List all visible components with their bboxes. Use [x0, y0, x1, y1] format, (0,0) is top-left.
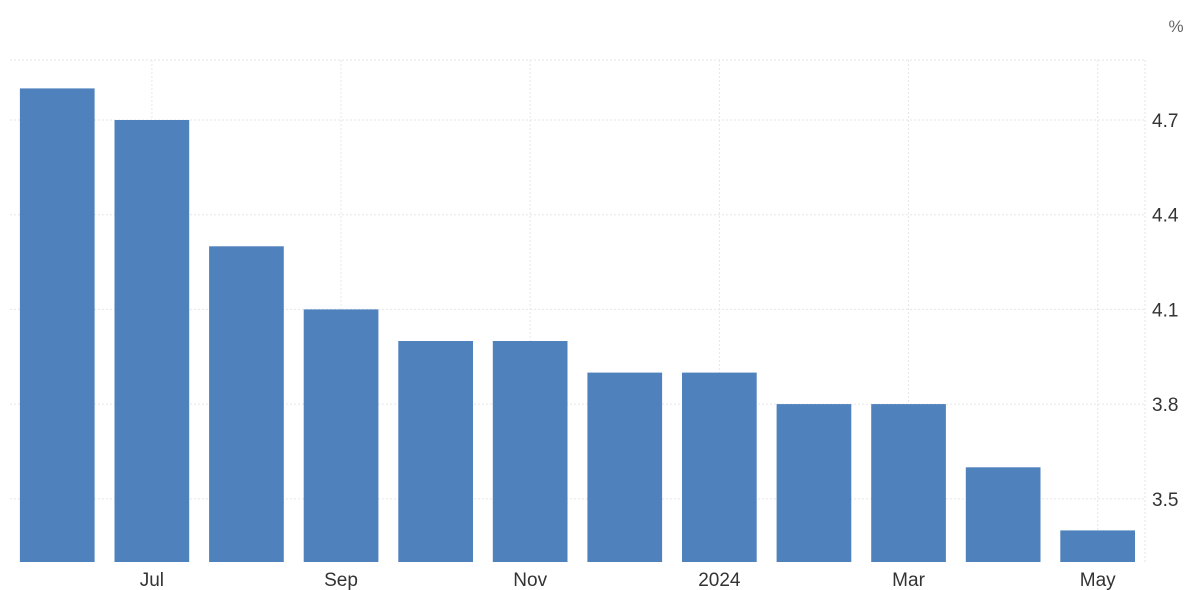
bar-nov[interactable] — [492, 341, 568, 562]
bar-feb[interactable] — [776, 404, 852, 562]
x-tick-label: Jul — [140, 570, 164, 590]
bar-mar[interactable] — [871, 404, 946, 562]
bar-dec[interactable] — [587, 372, 663, 562]
bar-jun[interactable] — [19, 88, 95, 563]
x-tick-label: Nov — [513, 570, 547, 590]
bar-2024[interactable] — [682, 372, 757, 562]
bar-aug[interactable] — [209, 246, 284, 563]
y-tick-label: 4.7 — [1152, 111, 1178, 132]
gridlines — [10, 59, 1146, 562]
bar-may[interactable] — [1060, 530, 1135, 562]
x-axis-ticks: Jul Sep Nov 2024 Mar May — [140, 570, 1116, 590]
y-axis-unit-label: % — [1168, 17, 1183, 36]
bar-jul[interactable] — [114, 120, 190, 562]
bars — [19, 88, 1135, 563]
y-tick-label: 4.4 — [1152, 206, 1179, 227]
y-tick-label: 3.8 — [1152, 395, 1178, 416]
y-tick-label: 4.1 — [1152, 300, 1178, 321]
bar-sep[interactable] — [303, 309, 379, 562]
bar-oct[interactable] — [398, 341, 473, 562]
x-tick-label: 2024 — [698, 570, 741, 590]
bar-apr[interactable] — [965, 467, 1041, 562]
y-axis-ticks: 3.5 3.8 4.1 4.4 4.7 — [1152, 111, 1179, 511]
x-tick-label: Sep — [324, 570, 358, 590]
y-tick-label: 3.5 — [1152, 490, 1178, 511]
x-tick-label: May — [1080, 570, 1116, 590]
x-tick-label: Mar — [892, 570, 925, 590]
